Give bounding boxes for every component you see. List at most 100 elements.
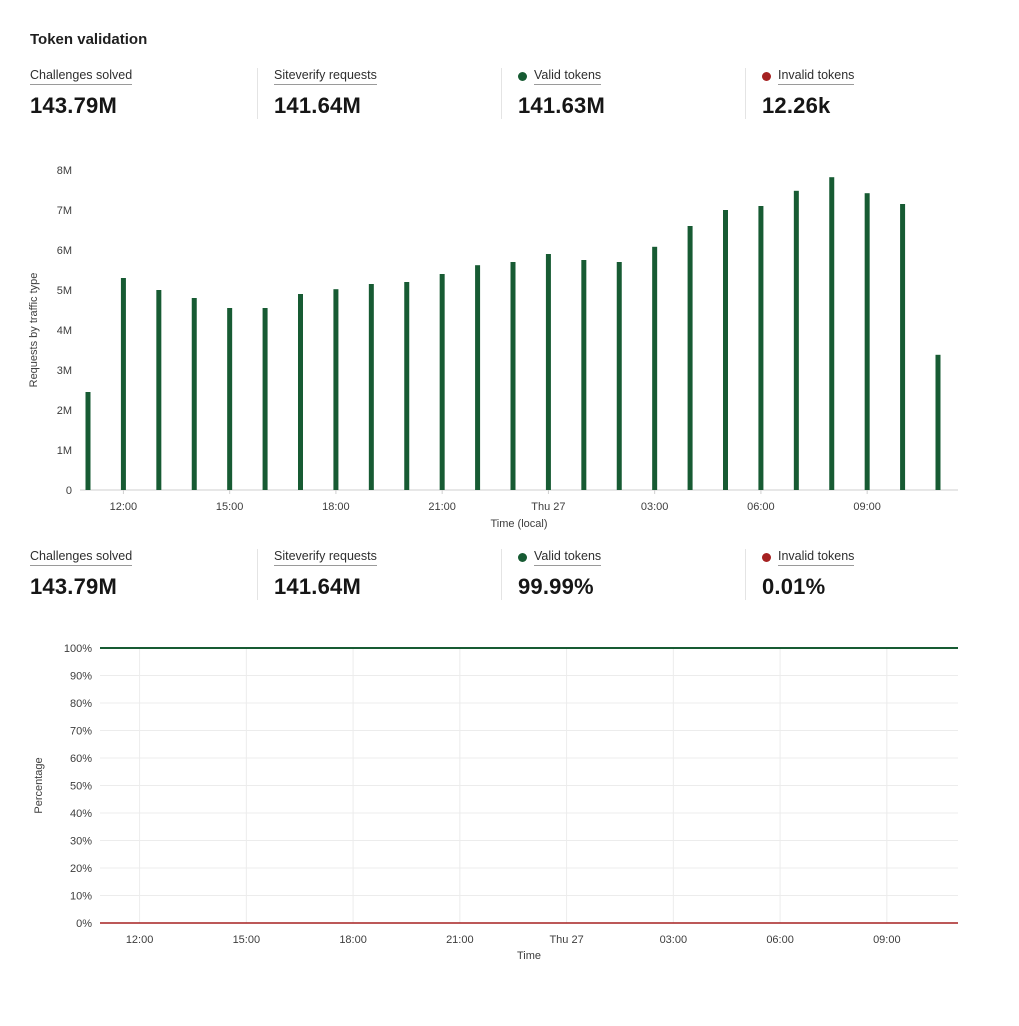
x-tick-label: 15:00 (233, 934, 261, 946)
invalid-tokens-dot-icon (762, 553, 771, 562)
y-tick-label: 5M (57, 285, 72, 297)
challenges-solved-label[interactable]: Challenges solved (30, 549, 133, 566)
bar (829, 177, 835, 490)
bar (368, 284, 374, 490)
x-tick-label: 03:00 (660, 934, 688, 946)
bar (227, 308, 233, 490)
stat-label-row: Valid tokens (518, 549, 733, 566)
y-tick-label: 0 (66, 485, 72, 497)
x-tick-label: 21:00 (428, 501, 456, 513)
y-tick-label: 30% (70, 836, 92, 848)
x-tick-label: 21:00 (446, 934, 474, 946)
x-tick-label: Thu 27 (531, 501, 565, 513)
valid-tokens-dot-icon (518, 72, 527, 81)
bar (545, 254, 551, 490)
x-tick-label: 06:00 (747, 501, 775, 513)
siteverify-requests-label[interactable]: Siteverify requests (274, 68, 377, 85)
stat-label-row: Challenges solved (30, 68, 245, 85)
bar (475, 265, 481, 490)
x-tick-label: 06:00 (766, 934, 794, 946)
bar (85, 392, 91, 490)
bar (581, 260, 587, 490)
y-axis-label: Requests by traffic type (28, 273, 40, 388)
stat-label-row: Invalid tokens (762, 549, 977, 566)
bar (191, 298, 197, 490)
bar (758, 206, 764, 490)
bar (864, 193, 870, 490)
stat-label-row: Siteverify requests (274, 549, 489, 566)
stat-label-row: Valid tokens (518, 68, 733, 85)
bar (900, 204, 906, 490)
valid-tokens-dot-icon (518, 553, 527, 562)
bar (687, 226, 693, 490)
valid-tokens-label[interactable]: Valid tokens (534, 549, 602, 566)
bar (156, 290, 162, 490)
y-tick-label: 1M (57, 445, 72, 457)
x-tick-label: 03:00 (641, 501, 669, 513)
stat-label-row: Siteverify requests (274, 68, 489, 85)
x-tick-label: 12:00 (126, 934, 154, 946)
x-tick-label: Thu 27 (549, 934, 583, 946)
invalid-tokens-value: 12.26k (762, 93, 831, 118)
y-tick-label: 7M (57, 205, 72, 217)
stat-challenges-solved: Challenges solved 143.79M (30, 68, 257, 119)
invalid-tokens-label[interactable]: Invalid tokens (778, 68, 855, 85)
bar (616, 262, 622, 490)
y-tick-label: 20% (70, 863, 92, 875)
x-tick-label: 09:00 (853, 501, 881, 513)
bar (723, 210, 728, 490)
requests-by-traffic-type-bar-chart: 0 1M 2M 3M 4M 5M 6M 7M 8M 12:00 15:00 18:00 21:00 Thu… (28, 165, 958, 530)
y-tick-label: 10% (70, 891, 92, 903)
x-axis-label: Time (local) (490, 518, 547, 530)
stat-siteverify-requests: Siteverify requests 141.64M (257, 68, 501, 119)
x-tick-label: 12:00 (110, 501, 138, 513)
invalid-tokens-percentage-value: 0.01% (762, 574, 826, 599)
page-title: Token validation (30, 31, 148, 48)
valid-tokens-percentage-value: 99.99% (518, 574, 594, 599)
x-tick-label: 18:00 (339, 934, 367, 946)
bar (652, 246, 658, 490)
x-axis-label: Time (517, 950, 541, 962)
stat-label-row: Challenges solved (30, 549, 245, 566)
y-tick-label: 60% (70, 753, 92, 765)
valid-tokens-label[interactable]: Valid tokens (534, 68, 602, 85)
bar (333, 289, 339, 490)
siteverify-requests-label[interactable]: Siteverify requests (274, 549, 377, 566)
invalid-tokens-dot-icon (762, 72, 771, 81)
stat-valid-tokens: Valid tokens 141.63M (501, 68, 745, 119)
y-tick-label: 0% (76, 918, 92, 930)
y-tick-label: 90% (70, 671, 92, 683)
y-axis-label: Percentage (33, 757, 45, 813)
y-tick-label: 3M (57, 365, 72, 377)
siteverify-requests-value: 141.64M (274, 93, 362, 118)
y-tick-label: 8M (57, 165, 72, 177)
y-tick-label: 80% (70, 698, 92, 710)
bar (510, 262, 516, 490)
y-tick-label: 50% (70, 781, 92, 793)
stat-siteverify-requests: Siteverify requests 141.64M (257, 549, 501, 600)
bar (439, 274, 445, 490)
bar (404, 282, 410, 490)
bar (935, 354, 941, 490)
y-tick-label: 100% (64, 643, 92, 655)
stats-row-bottom: Challenges solved 143.79M Siteverify req… (30, 549, 989, 600)
bar (298, 294, 303, 490)
stats-row-top: Challenges solved 143.79M Siteverify req… (30, 68, 989, 119)
challenges-solved-label[interactable]: Challenges solved (30, 68, 133, 85)
x-tick-label: 15:00 (216, 501, 244, 513)
bar (120, 278, 126, 490)
percentage-line-chart: 0% 10% 20% 30% 40% 50% 60% 70% 80% 90% 100% 12:00 15… (33, 643, 958, 962)
challenges-solved-value: 143.79M (30, 93, 118, 118)
y-tick-label: 2M (57, 405, 72, 417)
y-tick-label: 70% (70, 726, 92, 738)
invalid-tokens-label[interactable]: Invalid tokens (778, 549, 855, 566)
stat-invalid-tokens: Invalid tokens 12.26k (745, 68, 989, 119)
stat-invalid-tokens: Invalid tokens 0.01% (745, 549, 989, 600)
stat-label-row: Invalid tokens (762, 68, 977, 85)
y-tick-label: 6M (57, 245, 72, 257)
stat-challenges-solved: Challenges solved 143.79M (30, 549, 257, 600)
siteverify-requests-value: 141.64M (274, 574, 362, 599)
y-tick-label: 40% (70, 808, 92, 820)
bar (793, 190, 799, 491)
